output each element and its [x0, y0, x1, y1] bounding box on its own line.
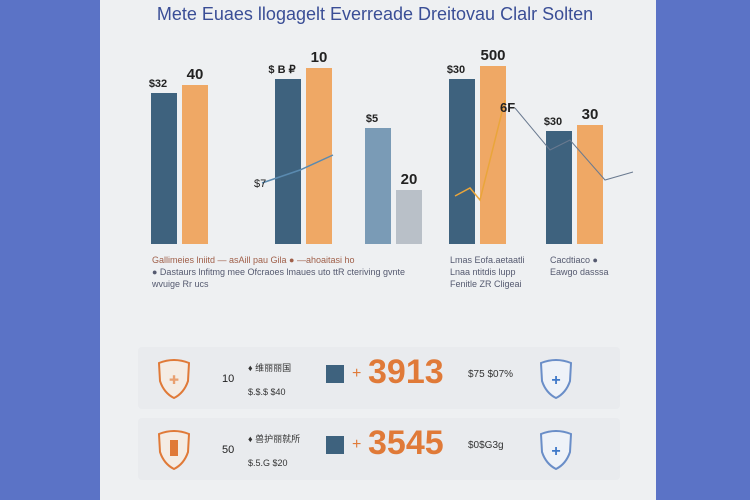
data-label: 30 [582, 106, 599, 123]
bar [151, 93, 177, 244]
stat-value: 3913 [368, 353, 444, 391]
svg-text:+: + [551, 443, 560, 460]
bar [182, 85, 208, 244]
shield-plus-icon: + [539, 359, 573, 399]
footnote-3: Cacdtiaco ● Eawgo dasssa [550, 255, 609, 277]
shield-plus-icon: + [539, 430, 573, 470]
plus-icon: + [352, 436, 362, 453]
footnote-2: Lmas Eofa.aetaatli Lnaa ntitdis lupp Fen… [450, 255, 525, 289]
bar [577, 125, 603, 244]
data-label: $5 [366, 113, 378, 125]
legend-square [326, 436, 344, 454]
data-label: 40 [187, 66, 204, 83]
data-label: $30 [447, 64, 465, 76]
annotation: $7 [254, 178, 266, 190]
svg-text:✚: ✚ [169, 373, 179, 387]
data-label: 500 [480, 47, 505, 64]
bar [306, 68, 332, 244]
data-label: 20 [401, 171, 418, 188]
trend-line-gray [514, 107, 634, 181]
bar [480, 66, 506, 244]
data-label: $ B ₽ [268, 64, 295, 76]
bar [546, 131, 572, 244]
plus-icon: + [352, 365, 362, 382]
shield-icon: ✚ [157, 359, 191, 399]
svg-text:+: + [551, 372, 560, 389]
annotation: 6F [500, 100, 515, 115]
bar-chart: $32 40 $ B ₽ 10 $5 20 $30 500 $30 30 $7 6F [149, 47, 634, 244]
trend-line-blue [261, 154, 334, 184]
shield-i-icon [157, 430, 191, 470]
data-label: $30 [544, 116, 562, 128]
stat-value: 3545 [368, 424, 444, 462]
data-label: 10 [311, 49, 328, 66]
stat-row: 50 ♦ 兽护丽就所 $.5.G $20 + 3545 $0$G3g + [138, 418, 620, 480]
stat-row: ✚ 10 ♦ 维丽丽国 $.$.$ $40 + 3913 $75 $07% + [138, 347, 620, 409]
bar [365, 128, 391, 244]
bar [275, 79, 301, 244]
card [100, 0, 656, 500]
footnote-1: Gallimeies lniitd — asAill pau Gila ● —a… [152, 255, 406, 289]
legend-square [326, 365, 344, 383]
chart-title: Mete Euaes llogagelt Everreade Dreitovau… [156, 4, 594, 24]
trend-line-orange [454, 99, 506, 202]
bar [396, 190, 422, 244]
bar [449, 79, 475, 244]
data-label: $32 [149, 78, 167, 90]
